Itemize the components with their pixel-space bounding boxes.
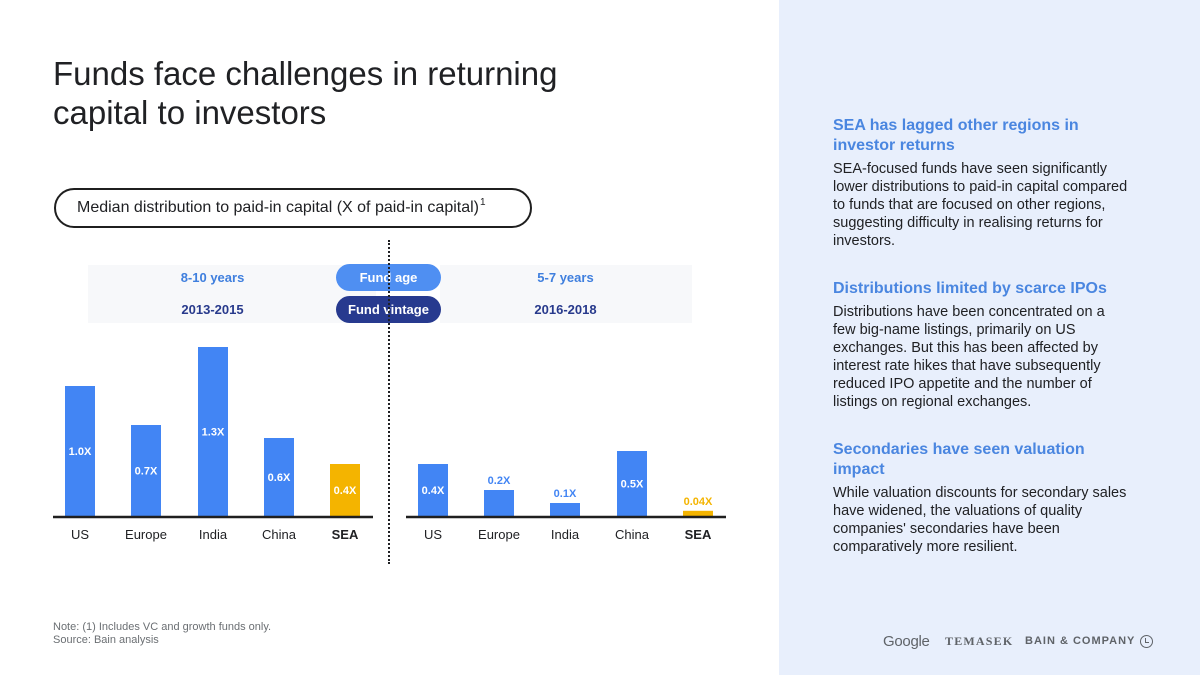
left-category-label-us: US (71, 527, 89, 542)
right-value-label-us: 0.4X (422, 485, 445, 497)
chart-label-footnote-marker: 1 (480, 196, 486, 208)
sidebar-block-3: Secondaries have seen valuation impact W… (833, 440, 1129, 556)
left-bar-india (198, 347, 228, 516)
right-bar-india (550, 503, 580, 516)
left-header-band (88, 265, 376, 323)
sidebar-heading-2: Distributions limited by scarce IPOs (833, 280, 1107, 297)
right-bar-europe (484, 490, 514, 516)
left-bar-europe (131, 425, 161, 516)
right-category-label-india: India (551, 527, 580, 542)
sidebar (779, 0, 1200, 675)
footnote: Note: (1) Includes VC and growth funds o… (53, 621, 271, 647)
temasek-logo: TEMASEK (945, 633, 1014, 648)
left-bar-us (65, 386, 95, 516)
bain-logo-text: BAIN & COMPANY (1025, 635, 1136, 647)
right-value-label-india: 0.1X (554, 488, 577, 500)
right-bar-sea (683, 510, 713, 516)
left-category-label-sea: SEA (332, 527, 359, 542)
sidebar-heading-1: SEA has lagged other regions in investor… (833, 117, 1079, 154)
chart-divider (388, 240, 390, 564)
right-category-label-europe: Europe (478, 527, 520, 542)
bain-mark-icon (1140, 634, 1154, 648)
sidebar-body-2: Distributions have been concentrated on … (833, 304, 1105, 410)
left-value-label-sea: 0.4X (334, 485, 357, 497)
left-bar-sea (330, 464, 360, 516)
chart-label-pill: Median distribution to paid-in capital (… (54, 188, 532, 228)
right-bar-china (617, 451, 647, 516)
right-value-label-china: 0.5X (621, 479, 644, 491)
right-value-label-europe: 0.2X (488, 475, 511, 487)
right-fund-vintage-label: 2016-2018 (534, 302, 597, 317)
left-value-label-india: 1.3X (202, 427, 225, 439)
left-fund-vintage-label: 2013-2015 (181, 302, 244, 317)
sidebar-block-1: SEA has lagged other regions in investor… (833, 116, 1129, 250)
right-fund-age-label: 5-7 years (537, 270, 594, 285)
right-category-label-us: US (424, 527, 442, 542)
bar-charts: 1.0X US 0.7X Europe 1.3X India 0.6X China 0.4X SE… (53, 347, 726, 542)
left-category-label-india: India (199, 527, 228, 542)
left-value-label-europe: 0.7X (135, 466, 158, 478)
chart-label-text: Median distribution to paid-in capital (… (77, 199, 479, 216)
sidebar-body-1: SEA-focused funds have seen significantl… (833, 161, 1128, 249)
left-category-label-europe: Europe (125, 527, 167, 542)
right-header-band (440, 265, 692, 323)
left-bar-china (264, 438, 294, 516)
sidebar-block-2: Distributions limited by scarce IPOs Dis… (833, 279, 1129, 411)
left-fund-age-label: 8-10 years (180, 270, 245, 285)
google-logo: Google (883, 632, 930, 650)
source-text: Source: Bain analysis (53, 634, 159, 646)
right-value-label-sea: 0.04X (684, 496, 713, 508)
left-category-label-china: China (262, 527, 297, 542)
left-value-label-us: 1.0X (69, 446, 92, 458)
right-bar-us (418, 464, 448, 516)
sidebar-heading-3: Secondaries have seen valuation impact (833, 441, 1085, 478)
right-category-label-sea: SEA (685, 527, 712, 542)
left-value-label-china: 0.6X (268, 472, 291, 484)
sidebar-body-3: While valuation discounts for secondary … (833, 485, 1127, 555)
right-category-label-china: China (615, 527, 650, 542)
note-text: Note: (1) Includes VC and growth funds o… (53, 621, 272, 633)
page-title: Funds face challenges in returning capit… (53, 55, 558, 131)
bain-logo: BAIN & COMPANY (1025, 631, 1154, 651)
